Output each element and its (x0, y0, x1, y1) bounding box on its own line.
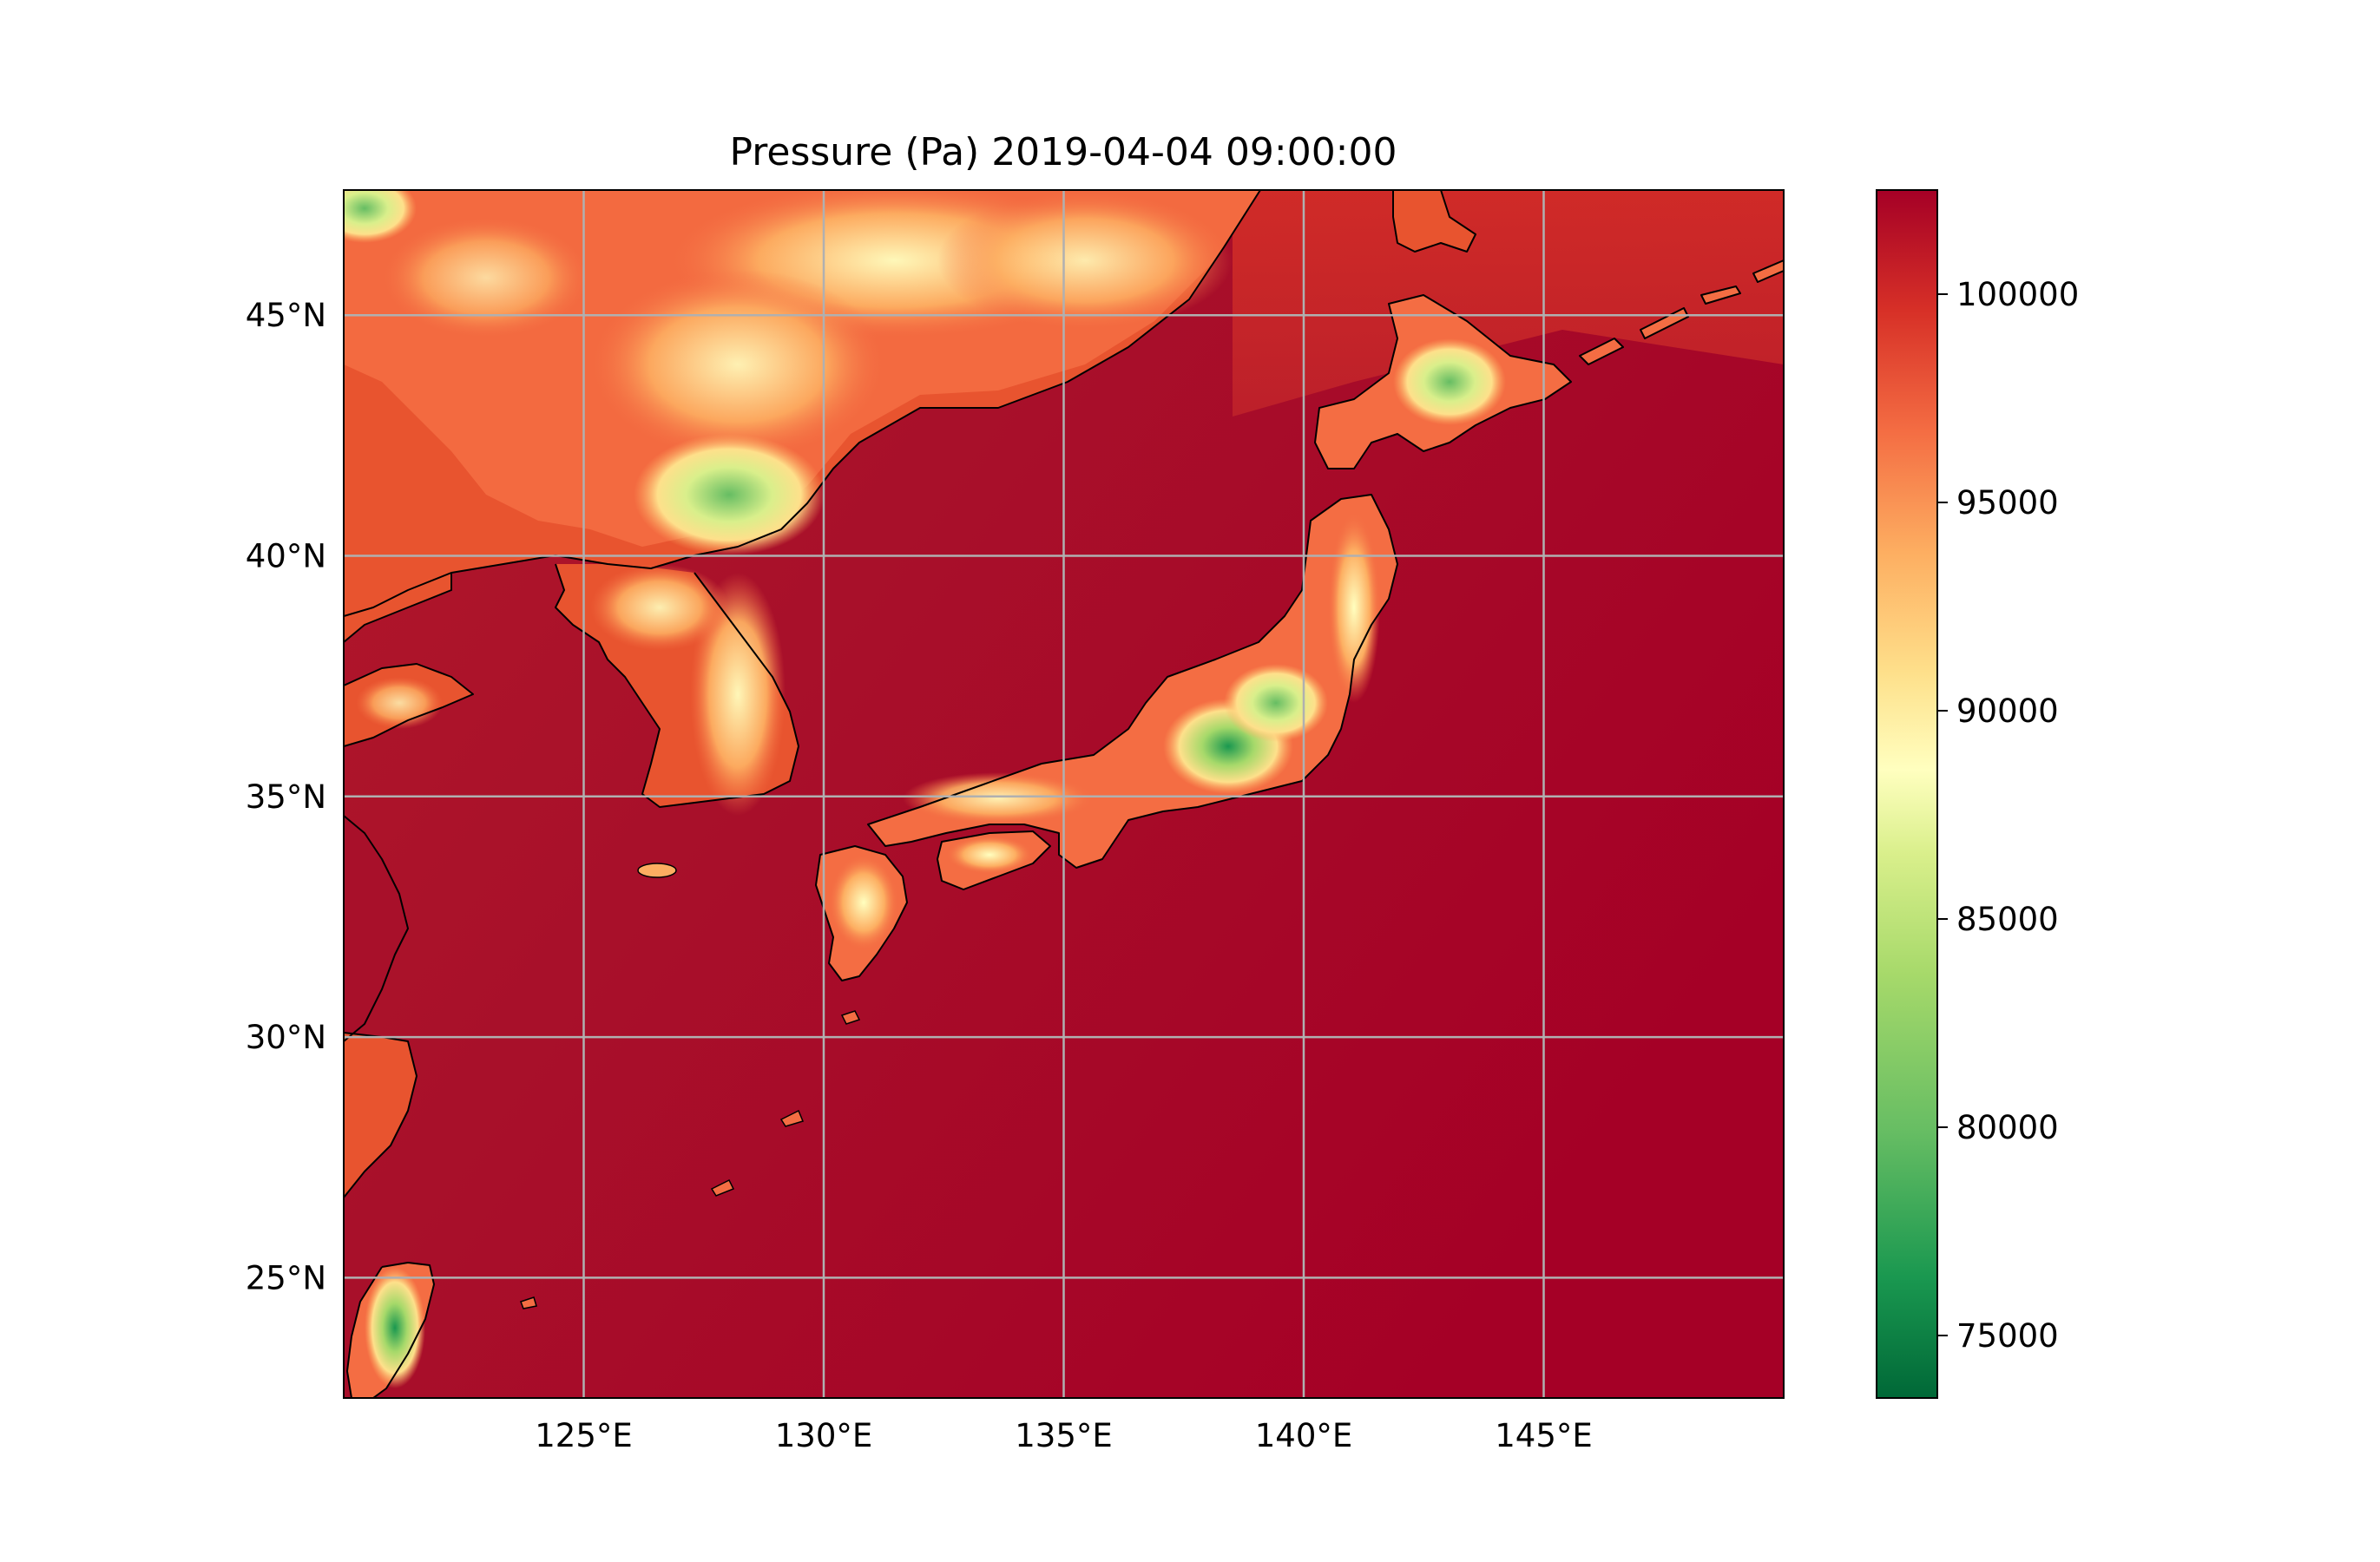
colorbar-tick-label: 75000 (1956, 1317, 2059, 1355)
liaodong-peninsula (344, 573, 451, 642)
taiwan-central-range (365, 1267, 425, 1388)
honshu-tohoku-range (1328, 512, 1380, 703)
shandong-hills (356, 677, 443, 729)
map-frame (343, 189, 1785, 1399)
colorbar-tick-label: 95000 (1956, 484, 2059, 522)
northwest-highland-2 (382, 217, 590, 338)
honshu-kanto-hills (1224, 664, 1328, 742)
gridlines (344, 190, 1784, 1398)
changbai-mountains (634, 434, 825, 555)
longitude-tick-labels: 125°E 130°E 135°E 140°E 145°E (535, 1417, 1593, 1454)
latitude-tick-label: 45°N (246, 297, 326, 334)
coastlines (344, 190, 1784, 1398)
latitude-tick-label: 35°N (246, 778, 326, 816)
latitude-tick-label: 30°N (246, 1019, 326, 1056)
latitude-tick-label: 25°N (246, 1259, 326, 1296)
colorbar-tick-label: 90000 (1956, 692, 2059, 730)
longitude-tick-label: 130°E (775, 1417, 873, 1454)
ryukyu-islands-land (520, 1010, 861, 1309)
colorbar-ticks: 100000 95000 90000 85000 80000 75000 (1937, 276, 2079, 1355)
hokkaido-daisetsu (1393, 338, 1506, 425)
colorbar-tick-label: 85000 (1956, 901, 2059, 938)
sakhalin-island-land (1393, 190, 1476, 252)
latitude-tick-labels: 45°N 40°N 35°N 30°N 25°N (246, 297, 326, 1296)
colorbar: 100000 95000 90000 85000 80000 75000 (1876, 189, 2079, 1399)
map-title: Pressure (Pa) 2019-04-04 09:00:00 (729, 130, 1397, 174)
mainland-plateau-2 (590, 269, 885, 460)
sea-of-okhotsk-field (1233, 190, 1784, 417)
mainland-plateau-3 (937, 191, 1233, 330)
shikoku-hills (946, 836, 1033, 874)
south-china-coast-land (344, 1033, 417, 1198)
longitude-tick-label: 125°E (535, 1417, 633, 1454)
kuril-islands-land (1580, 260, 1784, 364)
map-axes (344, 190, 1784, 1398)
kyushu-hills (829, 855, 898, 950)
northwest-highland (344, 190, 417, 243)
honshu-chugoku-hills (903, 772, 1094, 824)
longitude-tick-label: 145°E (1495, 1417, 1593, 1454)
colorbar-tick-label: 100000 (1956, 276, 2079, 313)
latitude-tick-label: 40°N (246, 537, 326, 574)
longitude-tick-label: 140°E (1255, 1417, 1353, 1454)
colorbar-tick-label: 80000 (1956, 1109, 2059, 1146)
jeju-island-land (637, 863, 677, 878)
longitude-tick-label: 135°E (1015, 1417, 1113, 1454)
east-china-coast-land (344, 816, 408, 1041)
colorbar-gradient (1876, 189, 1938, 1399)
korea-north-highland (590, 564, 729, 651)
